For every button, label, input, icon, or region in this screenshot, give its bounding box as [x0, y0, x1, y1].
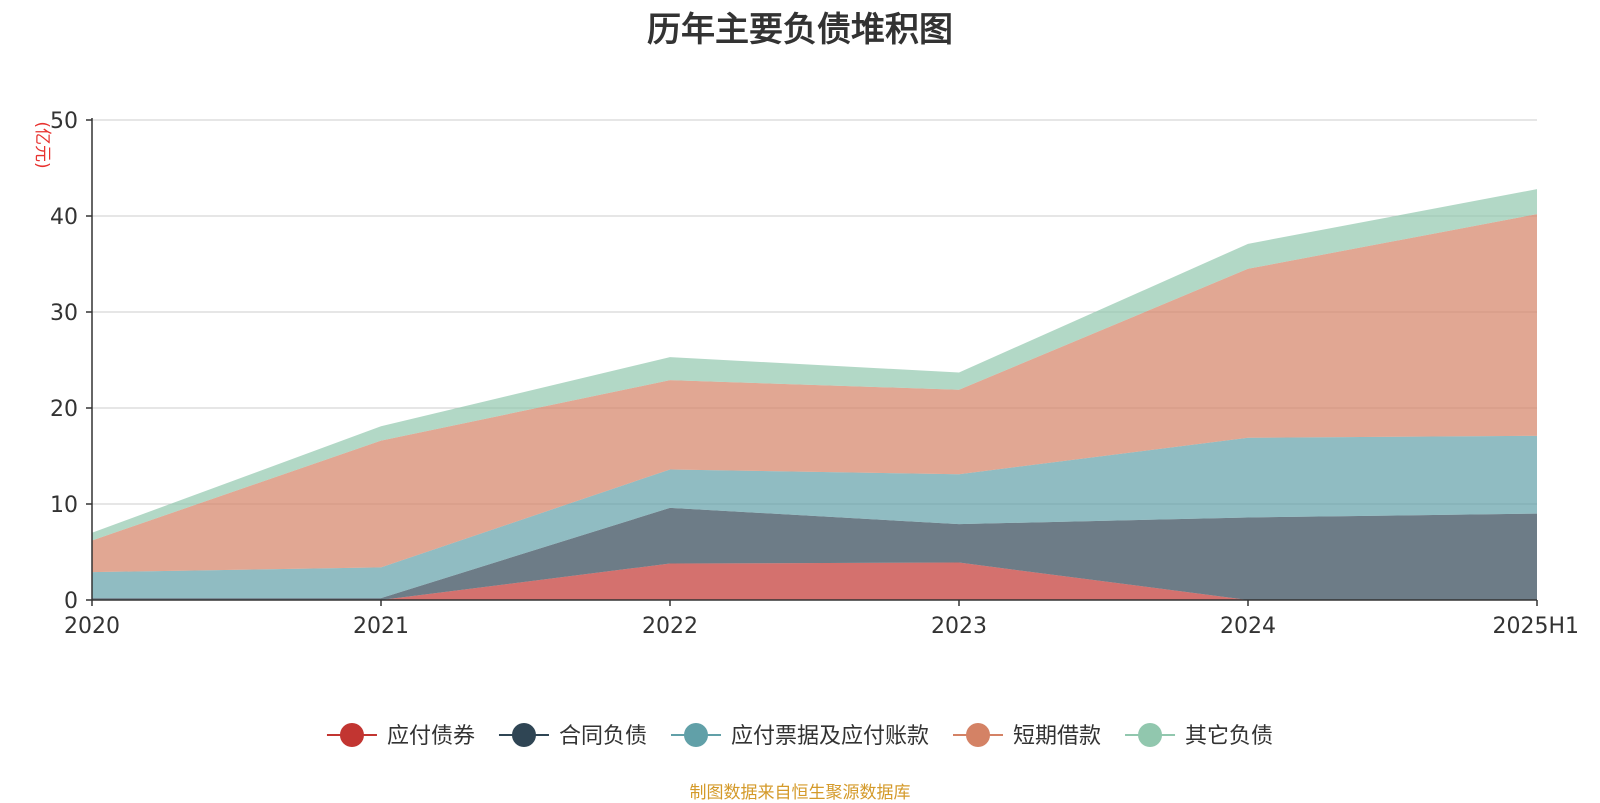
- legend-marker: [511, 723, 536, 747]
- x-tick-label: 2020: [64, 614, 120, 639]
- x-tick-label: 2023: [931, 614, 987, 639]
- y-tick-label: 0: [64, 589, 78, 614]
- legend-item-3[interactable]: 应付票据及应付账款: [670, 723, 929, 749]
- area-series-4: [92, 214, 1537, 573]
- legend-label: 其它负债: [1185, 724, 1273, 749]
- legend-item-1[interactable]: 应付债券: [326, 723, 475, 749]
- legend-label: 合同负债: [559, 724, 647, 749]
- y-tick-label: 30: [50, 301, 78, 326]
- legend-label: 应付票据及应付账款: [731, 724, 929, 749]
- y-tick-label: 40: [50, 205, 78, 230]
- y-tick-label: 20: [50, 397, 78, 422]
- chart-title: 历年主要负债堆积图: [647, 10, 953, 50]
- legend-marker: [683, 723, 708, 747]
- source-note: 制图数据来自恒生聚源数据库: [689, 783, 911, 803]
- area-series-2: [92, 507, 1537, 600]
- y-tick-label: 10: [50, 493, 78, 518]
- y-unit-label: (亿元): [32, 121, 52, 168]
- legend-item-2[interactable]: 合同负债: [498, 723, 647, 749]
- legend-marker: [966, 723, 991, 747]
- legend-item-4[interactable]: 短期借款: [953, 723, 1101, 749]
- area-series-5: [92, 189, 1537, 541]
- legend-marker: [1138, 723, 1163, 747]
- area-series-3: [92, 435, 1537, 599]
- legend-label: 应付债券: [387, 724, 475, 749]
- x-tick-label: 2022: [642, 614, 698, 639]
- y-tick-label: 50: [50, 109, 78, 134]
- x-tick-label: 2024: [1220, 614, 1276, 639]
- legend-marker: [339, 723, 364, 747]
- legend-label: 短期借款: [1013, 724, 1101, 749]
- area-series-1: [92, 562, 1537, 600]
- legend: 应付债券 合同负债 应付票据及应付账款 短期借款 其它负债: [326, 723, 1273, 749]
- x-tick-label: 2025H1: [1492, 614, 1579, 639]
- legend-item-5[interactable]: 其它负债: [1125, 723, 1273, 749]
- x-tick-label: 2021: [353, 614, 409, 639]
